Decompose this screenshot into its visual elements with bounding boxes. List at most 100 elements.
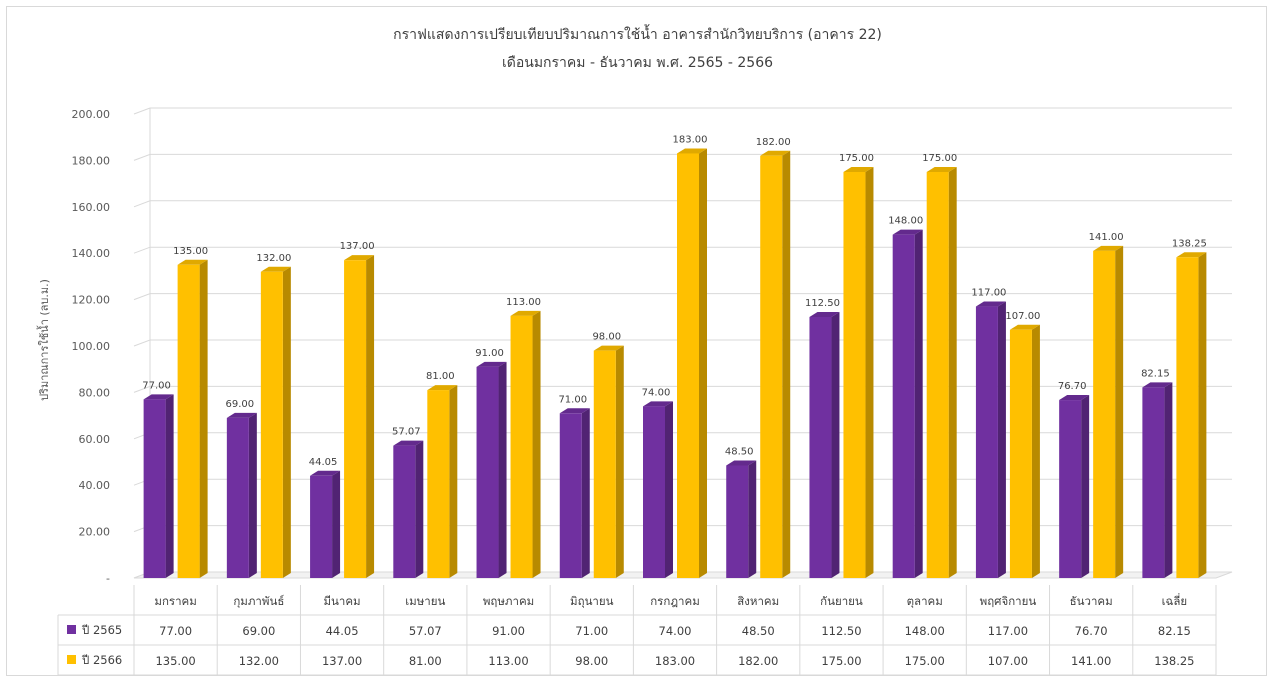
- bar-side: [748, 460, 757, 578]
- bar-side: [282, 266, 291, 578]
- x-tick-label: มกราคม: [154, 594, 196, 608]
- bar-front: [1009, 329, 1032, 578]
- bar-front: [892, 234, 915, 578]
- bar-top: [476, 361, 507, 367]
- bar-2566: [1009, 324, 1040, 578]
- bar-front: [393, 445, 416, 578]
- x-tick-label: ธันวาคม: [1070, 594, 1113, 608]
- y-axis-label: ปริมาณการใช้น้ำ (ลบ.ม.): [36, 279, 51, 401]
- chart-subtitle: เดือนมกราคม - ธันวาคม พ.ศ. 2565 - 2566: [501, 55, 774, 71]
- y-tick-label: 60.00: [79, 433, 111, 446]
- bar-2566: [1176, 252, 1207, 578]
- bar-2566: [177, 259, 208, 578]
- y-tick-label: 100.00: [72, 340, 111, 353]
- y-tick-label: 140.00: [72, 247, 111, 260]
- data-label: 77.00: [142, 380, 171, 391]
- table-cell: 137.00: [322, 654, 362, 668]
- bar-side: [865, 167, 874, 578]
- data-label: 135.00: [173, 246, 208, 257]
- bar-top: [510, 310, 541, 316]
- data-label: 98.00: [592, 332, 621, 343]
- table-cell: 81.00: [409, 654, 442, 668]
- bar-side: [1081, 395, 1090, 578]
- data-label: 74.00: [642, 387, 671, 398]
- x-tick-label: มีนาคม: [323, 594, 360, 608]
- bar-front: [1142, 387, 1165, 578]
- table-cell: 117.00: [988, 624, 1028, 638]
- bar-top: [177, 259, 208, 265]
- bar-2565: [559, 408, 590, 578]
- table-cell: 148.00: [905, 624, 945, 638]
- bar-side: [1164, 382, 1173, 578]
- bar-2565: [643, 401, 673, 578]
- bar-2565: [310, 470, 341, 578]
- table-cell: 57.07: [409, 624, 442, 638]
- bar-top: [344, 255, 375, 261]
- data-label: 81.00: [426, 371, 455, 382]
- bar-top: [809, 312, 840, 317]
- bar-top: [892, 229, 923, 235]
- data-label: 71.00: [558, 394, 587, 405]
- gridline: [133, 107, 1232, 115]
- bar-front: [809, 317, 832, 578]
- table-cell: 98.00: [575, 654, 608, 668]
- bar-side: [532, 310, 541, 578]
- bar-top: [427, 385, 458, 391]
- bar-front: [593, 350, 616, 578]
- bar-top: [559, 408, 590, 414]
- bar-top: [1059, 395, 1090, 401]
- legend-label: ปี 2566: [81, 653, 122, 667]
- table-cell: 77.00: [159, 624, 192, 638]
- bar-2566: [427, 385, 458, 578]
- bar-2566: [926, 167, 957, 578]
- bar-2566: [260, 266, 291, 578]
- table-cell: 44.05: [326, 624, 359, 638]
- bar-2565: [726, 460, 757, 578]
- bar-side: [782, 150, 791, 578]
- bar-front: [677, 153, 699, 578]
- table-cell: 141.00: [1071, 654, 1111, 668]
- bar-top: [260, 266, 291, 272]
- x-tick-label: พฤศจิกายน: [980, 594, 1037, 608]
- y-tick-label: 20.00: [79, 526, 111, 539]
- bar-top: [677, 148, 707, 154]
- chart-title: กราฟแสดงการเปรียบเทียบปริมาณการใช้น้ำ อา…: [393, 27, 882, 43]
- bar-2566: [593, 345, 624, 578]
- data-label: 137.00: [340, 241, 375, 252]
- bar-top: [843, 167, 874, 172]
- bar-front: [1093, 250, 1116, 578]
- table-cell: 113.00: [488, 654, 528, 668]
- bar-front: [344, 260, 367, 578]
- table-cell: 69.00: [242, 624, 275, 638]
- data-label: 112.50: [805, 298, 840, 309]
- table-cell: 183.00: [655, 654, 695, 668]
- data-label: 69.00: [226, 399, 255, 410]
- bar-top: [643, 401, 673, 407]
- bar-top: [593, 345, 624, 351]
- data-label: 183.00: [673, 134, 708, 145]
- bar-front: [310, 475, 333, 578]
- table-cell: 175.00: [821, 654, 861, 668]
- bar-front: [760, 155, 783, 578]
- y-tick-label: 160.00: [72, 201, 111, 214]
- data-label: 44.05: [309, 457, 338, 468]
- table-cell: 107.00: [988, 654, 1028, 668]
- x-tick-label: สิงหาคม: [737, 594, 779, 608]
- bar-side: [1031, 324, 1040, 578]
- data-label: 117.00: [971, 288, 1006, 299]
- bar-2566: [1093, 245, 1124, 578]
- bar-front: [226, 417, 249, 578]
- bar-front: [177, 264, 200, 578]
- table-cell: 48.50: [742, 624, 775, 638]
- bar-side: [165, 394, 174, 578]
- x-tick-label: กุมภาพันธ์: [233, 594, 284, 608]
- bar-side: [199, 259, 208, 578]
- bar-2566: [843, 167, 874, 578]
- bar-top: [1142, 382, 1173, 388]
- bar-front: [476, 366, 499, 578]
- bar-front: [510, 315, 533, 578]
- bar-side: [581, 408, 590, 578]
- bar-2565: [809, 312, 840, 578]
- data-label: 132.00: [256, 253, 291, 264]
- table-cell: 182.00: [738, 654, 778, 668]
